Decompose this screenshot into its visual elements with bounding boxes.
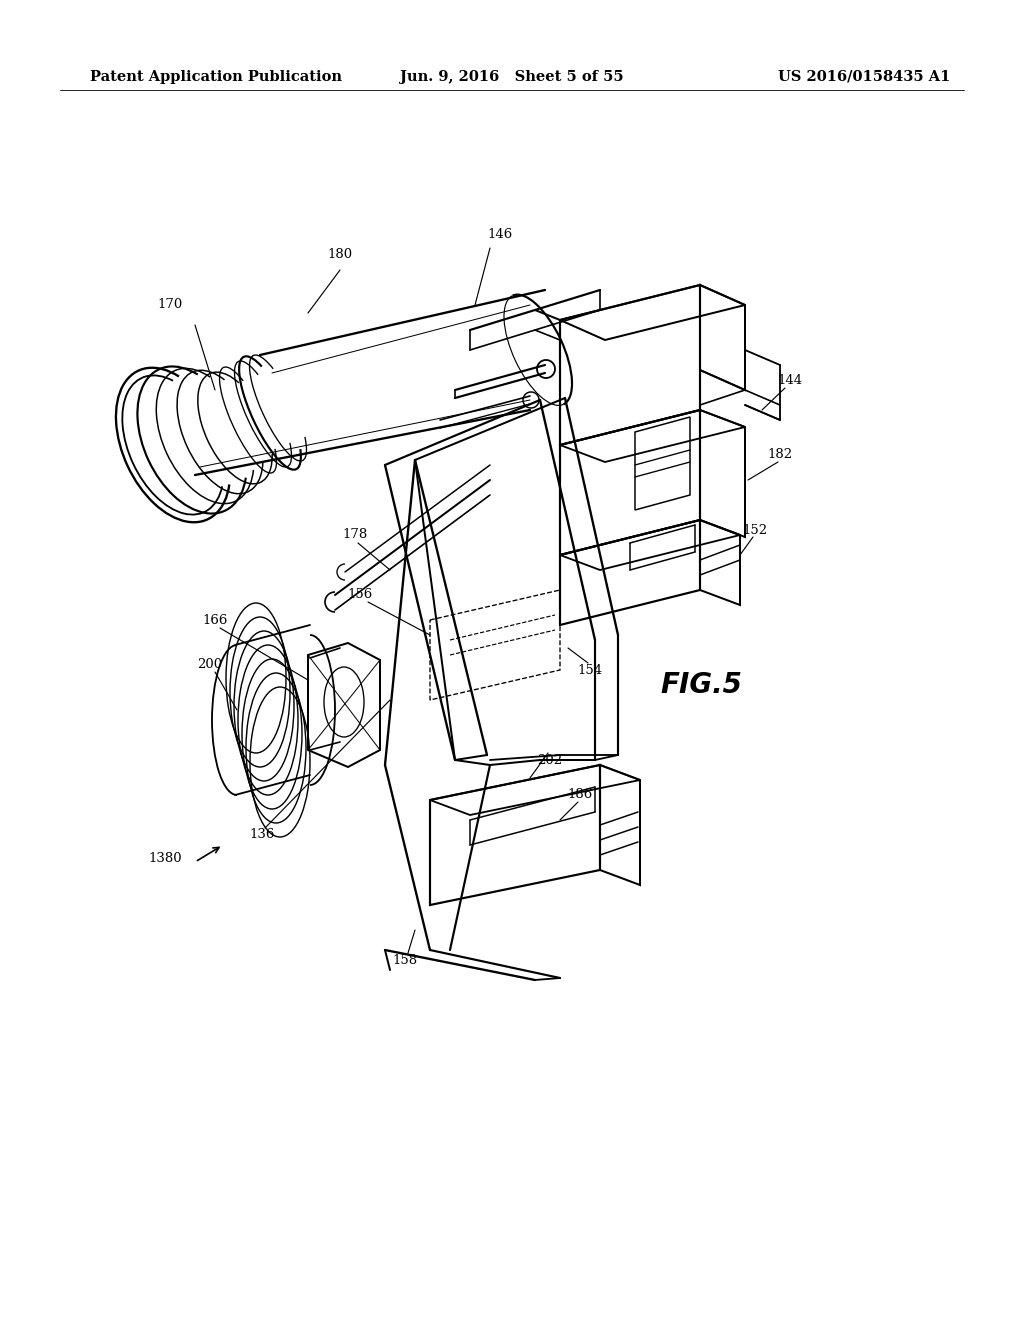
Text: FIG.5: FIG.5 bbox=[660, 671, 741, 700]
Text: 202: 202 bbox=[538, 754, 562, 767]
Text: 200: 200 bbox=[198, 659, 222, 672]
Text: US 2016/0158435 A1: US 2016/0158435 A1 bbox=[777, 70, 950, 84]
Text: 154: 154 bbox=[578, 664, 602, 676]
Text: Patent Application Publication: Patent Application Publication bbox=[90, 70, 342, 84]
Text: 166: 166 bbox=[203, 614, 227, 627]
Text: 158: 158 bbox=[392, 953, 418, 966]
Text: 156: 156 bbox=[347, 589, 373, 602]
Text: 170: 170 bbox=[158, 298, 182, 312]
Text: 1380: 1380 bbox=[148, 851, 182, 865]
Text: 136: 136 bbox=[249, 829, 274, 842]
Text: 182: 182 bbox=[767, 449, 793, 462]
Text: Jun. 9, 2016   Sheet 5 of 55: Jun. 9, 2016 Sheet 5 of 55 bbox=[400, 70, 624, 84]
Text: 144: 144 bbox=[777, 374, 803, 387]
Text: 146: 146 bbox=[487, 228, 513, 242]
Text: 178: 178 bbox=[342, 528, 368, 541]
Text: 152: 152 bbox=[742, 524, 768, 536]
Text: 186: 186 bbox=[567, 788, 593, 801]
Text: 180: 180 bbox=[328, 248, 352, 261]
